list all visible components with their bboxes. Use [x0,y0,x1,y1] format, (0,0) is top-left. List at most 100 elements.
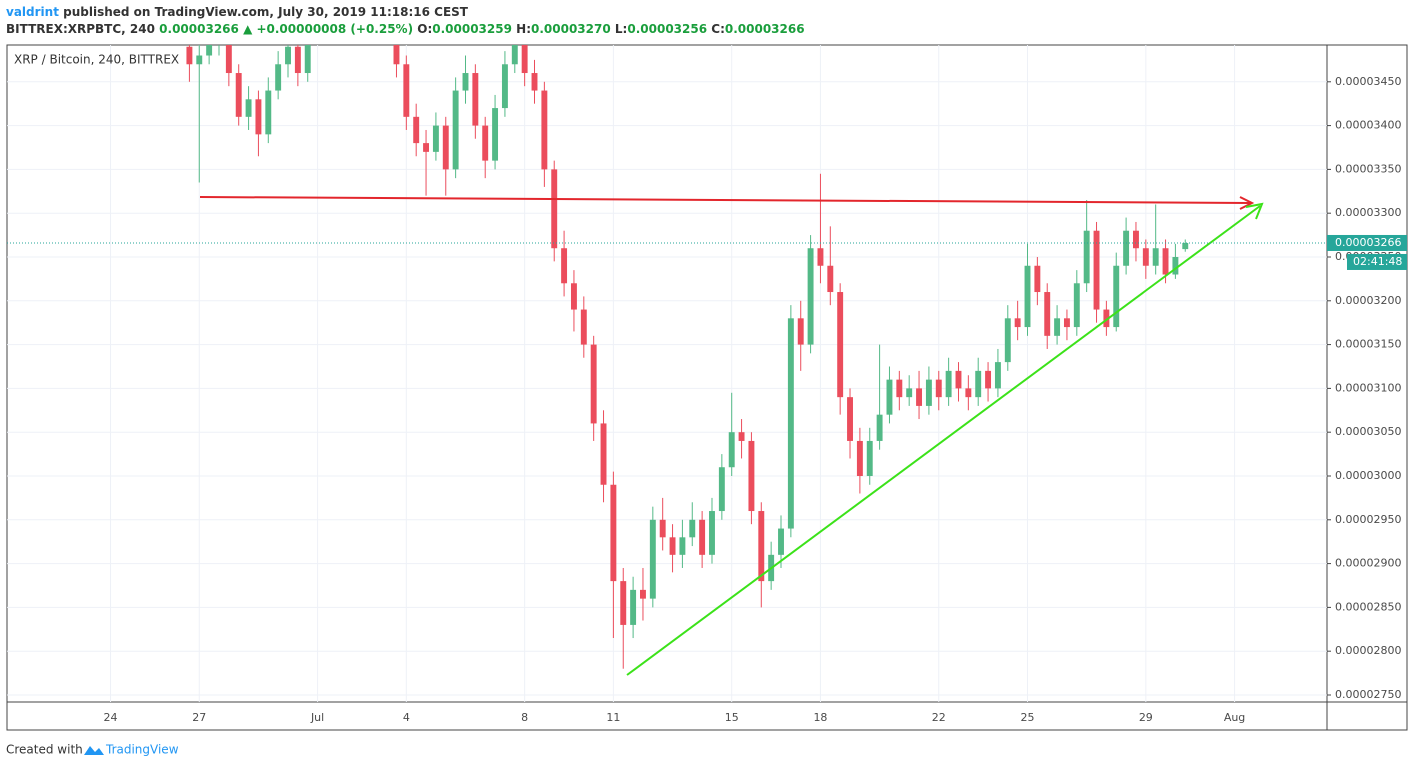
candle-body [472,73,479,126]
candle-body [196,55,203,65]
x-tick-label: 22 [932,711,946,724]
candle-body [630,589,637,625]
last-price-tag [1327,234,1407,251]
resistance-arrow [1239,196,1255,210]
candle-body [906,388,913,398]
candle-body [511,45,518,65]
candle-body [551,169,558,249]
ohlc-value: 0.00003259 [432,22,512,36]
countdown: 02:41:48 [1353,255,1402,268]
ohlc-label: O: [417,22,432,36]
candle-body [462,73,469,91]
candle-body [709,511,715,555]
candle-body [847,397,853,441]
candle-body [570,283,577,310]
x-tick-label: Jul [310,711,324,724]
symbol: BITTREX:XRPBTC, 240 [6,22,155,36]
y-tick-label: 0.00003150 [1335,338,1401,351]
support-arrow [1245,202,1264,220]
candle-body [787,318,794,529]
candle-body [935,379,942,398]
x-tick-label: Aug [1224,711,1245,724]
candle-body [1004,318,1011,363]
candle-body [659,519,666,538]
y-tick-label: 0.00003000 [1335,469,1401,482]
candle-body [580,309,587,345]
candle-body [442,125,449,170]
candle-body [778,528,784,555]
header-line-1: valdrint published on TradingView.com, J… [6,5,469,19]
candle-body [955,370,962,389]
candle-body [403,64,410,117]
footer-text: Created with [6,743,83,757]
candle-body [531,73,538,91]
candle-body [1172,256,1179,275]
y-tick-label: 0.00002900 [1335,557,1401,570]
candle-body [1054,318,1061,336]
candle-body [255,99,262,135]
candle-body [235,73,242,117]
candle-body [285,46,291,65]
candle-body [925,379,932,406]
candle-body [758,511,765,582]
change: ▲ +0.00000008 (+0.25%) [243,22,413,36]
candle-body [1152,248,1159,266]
published: published on TradingView.com, July 30, 2… [63,5,469,19]
candle-body [265,90,272,135]
last: 0.00003266 [159,22,239,36]
candle-body [985,370,992,389]
candle-body [1182,242,1189,250]
candle-body [393,45,400,65]
candle-body [807,248,814,345]
frame [6,44,1408,731]
candle-body [541,90,548,170]
candle-body [482,125,489,161]
legend: XRP / Bitcoin, 240, BITTREX [14,53,179,67]
candle-body [699,519,706,555]
resistance-line [199,196,1251,204]
candle-body [423,143,430,152]
candle-body [876,414,883,441]
y-tick-label: 0.00002750 [1335,688,1401,701]
candle-body [1063,318,1070,328]
candle-body [649,519,656,599]
candle-body [817,248,824,266]
ohlc-value: 0.00003266 [725,22,805,36]
candle-body [975,370,982,398]
candle-body [206,45,213,56]
candle-body [965,388,972,398]
candle-body [1014,318,1021,328]
candle-body [275,64,282,91]
candle-body [304,45,311,74]
candle-body [748,440,755,512]
candle-body [1162,248,1169,275]
candle-body [916,388,923,406]
y-tick-label: 0.00002950 [1335,513,1401,526]
candle-body [728,432,735,468]
candle-body [856,440,863,476]
candle-body [679,537,686,555]
x-tick-label: 24 [104,711,118,724]
candle-body [1073,283,1080,328]
last-price-label: 0.00003266 [1335,236,1401,249]
candle-body [216,38,222,42]
candle-body [1093,230,1100,310]
candle-body [866,440,873,476]
drawings [199,196,1264,676]
y-tick-label: 0.00002800 [1335,644,1401,657]
y-tick-label: 0.00003450 [1335,75,1401,88]
candle-body [413,116,420,144]
y-tick-label: 0.00003200 [1335,294,1401,307]
candle-body [620,581,627,625]
candle-body [994,362,1001,389]
footer-brand[interactable]: TradingView [105,743,179,757]
candle-body [521,45,528,74]
y-tick-label: 0.00003050 [1335,425,1401,438]
candle-body [1044,292,1051,336]
candle-body [294,46,301,74]
author[interactable]: valdrint [6,5,59,19]
candle-body [1103,309,1110,328]
candle-body [1142,248,1149,266]
candle-body [640,589,646,599]
